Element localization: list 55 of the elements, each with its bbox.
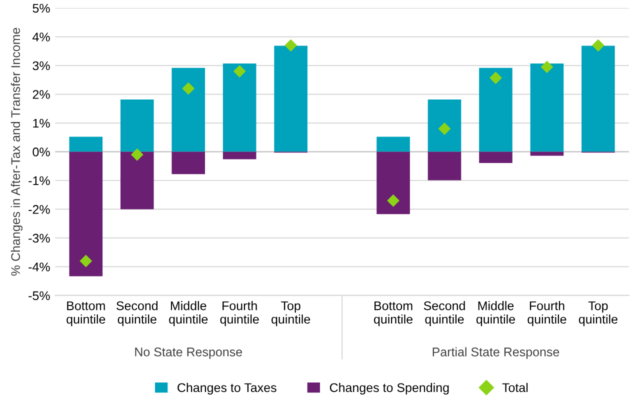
bar (172, 68, 206, 152)
y-tick-label: 1% (33, 118, 50, 128)
x-tick-label: Bottom quintile (374, 301, 413, 326)
x-tick-label: Top quintile (578, 301, 618, 326)
point (233, 65, 246, 78)
x-tick-label: Top quintile (272, 301, 310, 326)
bar (172, 152, 206, 174)
text: No State Response (135, 348, 242, 359)
y-tick-label: -5% (28, 291, 50, 300)
y-tick-label: 3% (32, 61, 50, 70)
bar (479, 68, 512, 152)
bar (120, 99, 154, 152)
y-tick-label: 5% (32, 4, 50, 13)
bar (582, 46, 615, 152)
y-tick-label: -1% (28, 176, 50, 186)
text: Partial State Response (432, 347, 560, 359)
x-tick-label: Middle quintile (476, 301, 515, 326)
bar (222, 152, 256, 160)
legend-label: Changes to Taxes (178, 382, 276, 395)
y-tick-label: -4% (28, 262, 50, 272)
bar (530, 152, 564, 156)
bar (376, 152, 410, 214)
bar (69, 152, 103, 276)
x-tick-label: Fourth quintile (220, 301, 259, 326)
point (540, 60, 554, 74)
bar (120, 152, 154, 210)
legend-label: Total (502, 382, 528, 392)
point (130, 148, 144, 161)
bar (479, 152, 512, 163)
x-tick-label: Bottom quintile (66, 301, 106, 326)
y-tick-label: 2% (32, 90, 50, 99)
point (182, 82, 195, 95)
x-tick-label: Second quintile (116, 301, 158, 326)
bar (428, 99, 462, 152)
point (438, 122, 451, 135)
y-tick-label: 4% (32, 32, 50, 42)
point (387, 194, 400, 207)
bar (222, 64, 256, 152)
point (490, 72, 502, 84)
bar (530, 64, 564, 152)
y-axis-title: % Changes in After-Tax and Transfer Income (10, 28, 23, 276)
x-tick-label: Fourth quintile (528, 301, 566, 326)
x-tick-label: Middle quintile (169, 301, 208, 326)
point (284, 39, 298, 52)
x-tick-label: Second quintile (424, 301, 465, 326)
y-tick-label: -3% (28, 234, 50, 243)
point (80, 254, 92, 268)
bar (69, 136, 103, 152)
bar (428, 152, 462, 180)
y-tick-label: -2% (28, 205, 50, 214)
bar (274, 46, 308, 152)
y-tick-label: 0% (32, 148, 50, 156)
point (592, 39, 604, 52)
legend-label: Changes to Spending (330, 382, 449, 395)
bar (376, 136, 410, 152)
